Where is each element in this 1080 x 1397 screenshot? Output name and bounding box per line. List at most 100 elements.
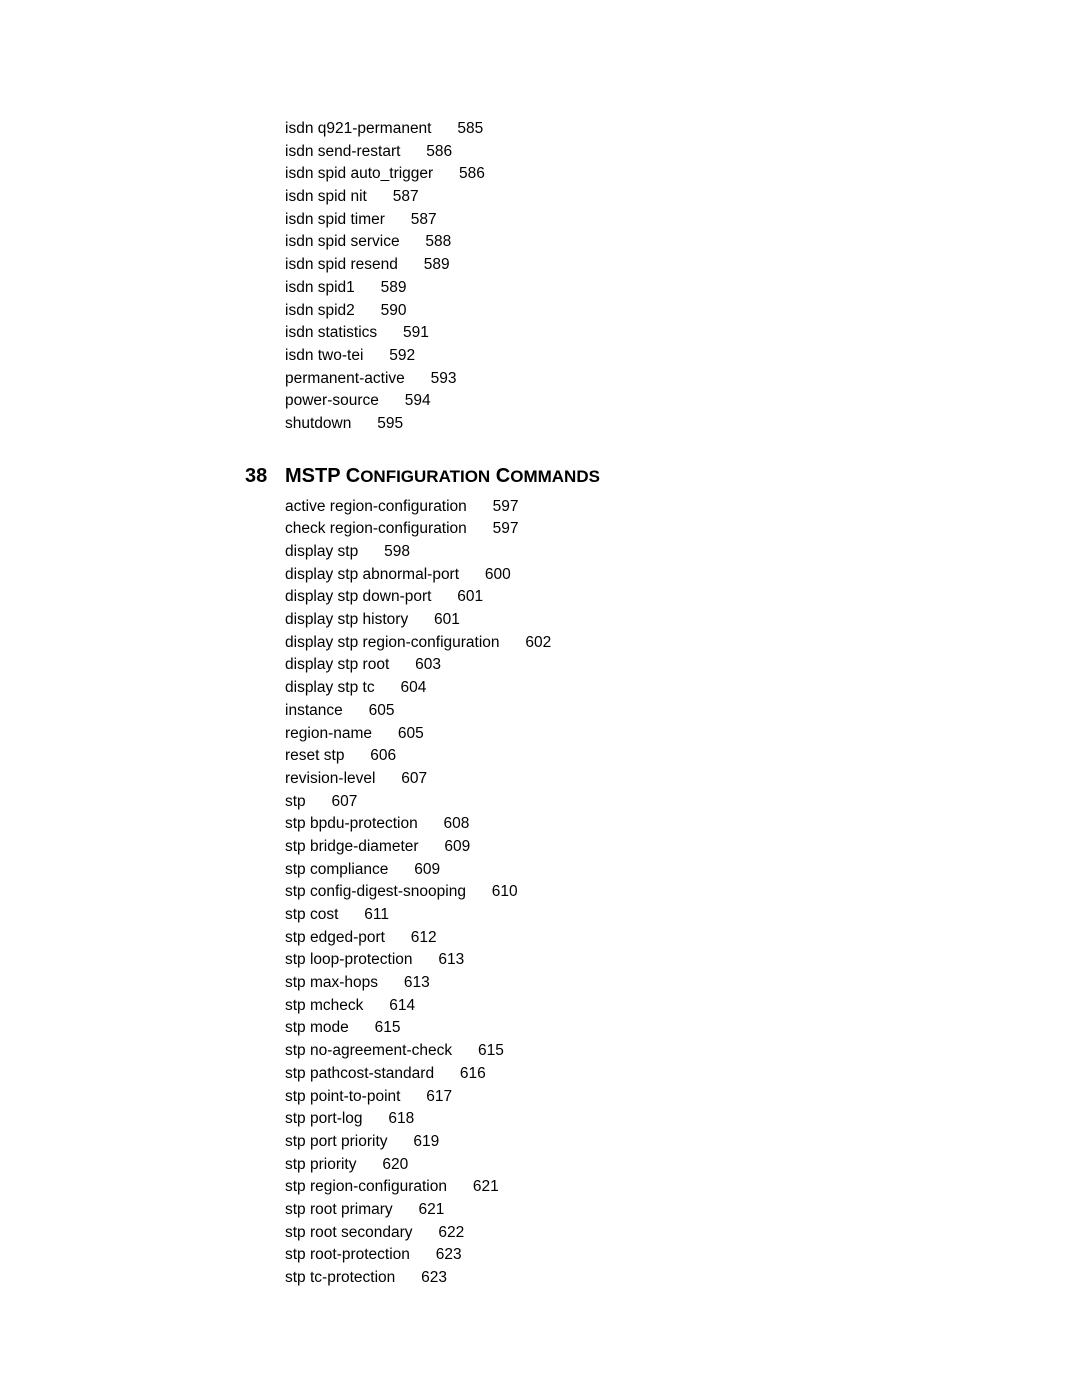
toc-entry: display stp region-configuration 602 [285,632,985,654]
toc-entry: check region-configuration 597 [285,518,985,540]
page-number: 602 [500,634,552,651]
toc-entry: permanent-active 593 [285,368,985,390]
page-number: 592 [363,347,415,364]
command-name: stp bpdu-protection [285,815,418,832]
toc-entry: isdn send-restart 586 [285,141,985,163]
page-number: 595 [351,415,403,432]
command-name: check region-configuration [285,520,467,537]
page-number: 601 [408,611,460,628]
command-name: stp point-to-point [285,1088,400,1105]
toc-entry: stp point-to-point 617 [285,1086,985,1108]
command-name: stp edged-port [285,929,385,946]
page-number: 590 [355,302,407,319]
command-name: display stp region-configuration [285,634,500,651]
page-number: 594 [379,392,431,409]
command-name: stp cost [285,906,338,923]
command-name: reset stp [285,747,344,764]
toc-entry: isdn spid timer 587 [285,209,985,231]
toc-entry: display stp abnormal-port 600 [285,564,985,586]
page-number: 620 [357,1156,409,1173]
command-name: display stp tc [285,679,375,696]
command-name: isdn q921-permanent [285,120,432,137]
command-name: permanent-active [285,370,405,387]
toc-entry: stp mode 615 [285,1017,985,1039]
page-number: 617 [400,1088,452,1105]
command-name: isdn two-tei [285,347,363,364]
page-number: 598 [358,543,410,560]
page-number: 593 [405,370,457,387]
toc-entry: isdn statistics 591 [285,322,985,344]
toc-entry: stp region-configuration 621 [285,1176,985,1198]
page-number: 613 [413,951,465,968]
command-name: stp bridge-diameter [285,838,419,855]
command-name: power-source [285,392,379,409]
toc-entry: shutdown 595 [285,413,985,435]
page-number: 621 [393,1201,445,1218]
command-name: isdn spid auto_trigger [285,165,433,182]
page-number: 604 [375,679,427,696]
toc-entry: stp cost 611 [285,904,985,926]
command-name: stp mcheck [285,997,363,1014]
page-number: 600 [459,566,511,583]
toc-entry: stp root primary 621 [285,1199,985,1221]
command-name: stp port-log [285,1110,363,1127]
command-name: stp root secondary [285,1224,413,1241]
page-number: 614 [363,997,415,1014]
toc-entry: stp 607 [285,791,985,813]
toc-entry: region-name 605 [285,723,985,745]
page-number: 623 [395,1269,447,1286]
command-name: stp loop-protection [285,951,413,968]
toc-entry: stp compliance 609 [285,859,985,881]
page-number: 607 [375,770,427,787]
toc-entry: isdn two-tei 592 [285,345,985,367]
command-name: display stp abnormal-port [285,566,459,583]
toc-entry: instance 605 [285,700,985,722]
page-number: 613 [378,974,430,991]
command-name: stp mode [285,1019,349,1036]
toc-entry: display stp 598 [285,541,985,563]
page-number: 622 [413,1224,465,1241]
command-name: revision-level [285,770,375,787]
toc-entry: isdn spid service 588 [285,231,985,253]
command-name: isdn spid2 [285,302,355,319]
page-number: 610 [466,883,518,900]
toc-entry: isdn spid nit 587 [285,186,985,208]
toc-entry: stp root-protection 623 [285,1244,985,1266]
page-number: 616 [434,1065,486,1082]
toc-entry: active region-configuration 597 [285,496,985,518]
command-name: stp no-agreement-check [285,1042,452,1059]
command-name: stp [285,793,306,810]
toc-entry: isdn spid resend 589 [285,254,985,276]
toc-entry: stp edged-port 612 [285,927,985,949]
toc-entry: stp loop-protection 613 [285,949,985,971]
page-number: 608 [418,815,470,832]
command-name: region-name [285,725,372,742]
section-38: 38 MSTP CONFIGURATION COMMANDS active re… [285,465,985,1289]
toc-entry: isdn spid auto_trigger 586 [285,163,985,185]
command-name: shutdown [285,415,351,432]
command-name: stp compliance [285,861,388,878]
toc-entry: reset stp 606 [285,745,985,767]
page-number: 605 [343,702,395,719]
toc-entry: stp pathcost-standard 616 [285,1063,985,1085]
toc-entry: stp config-digest-snooping 610 [285,881,985,903]
page-number: 591 [377,324,429,341]
command-name: display stp history [285,611,408,628]
toc-entry: power-source 594 [285,390,985,412]
continued-section: isdn q921-permanent 585isdn send-restart… [285,118,985,435]
toc-entry: display stp history 601 [285,609,985,631]
page-number: 615 [452,1042,504,1059]
page-number: 587 [385,211,437,228]
command-name: stp region-configuration [285,1178,447,1195]
toc-entry: isdn spid1 589 [285,277,985,299]
command-name: isdn spid resend [285,256,398,273]
toc-entry: stp max-hops 613 [285,972,985,994]
command-name: instance [285,702,343,719]
command-name: isdn spid timer [285,211,385,228]
command-name: stp root primary [285,1201,393,1218]
page-number: 605 [372,725,424,742]
command-name: isdn spid1 [285,279,355,296]
toc-content: isdn q921-permanent 585isdn send-restart… [285,118,985,1290]
section-number: 38 [245,465,267,488]
page-number: 589 [398,256,450,273]
